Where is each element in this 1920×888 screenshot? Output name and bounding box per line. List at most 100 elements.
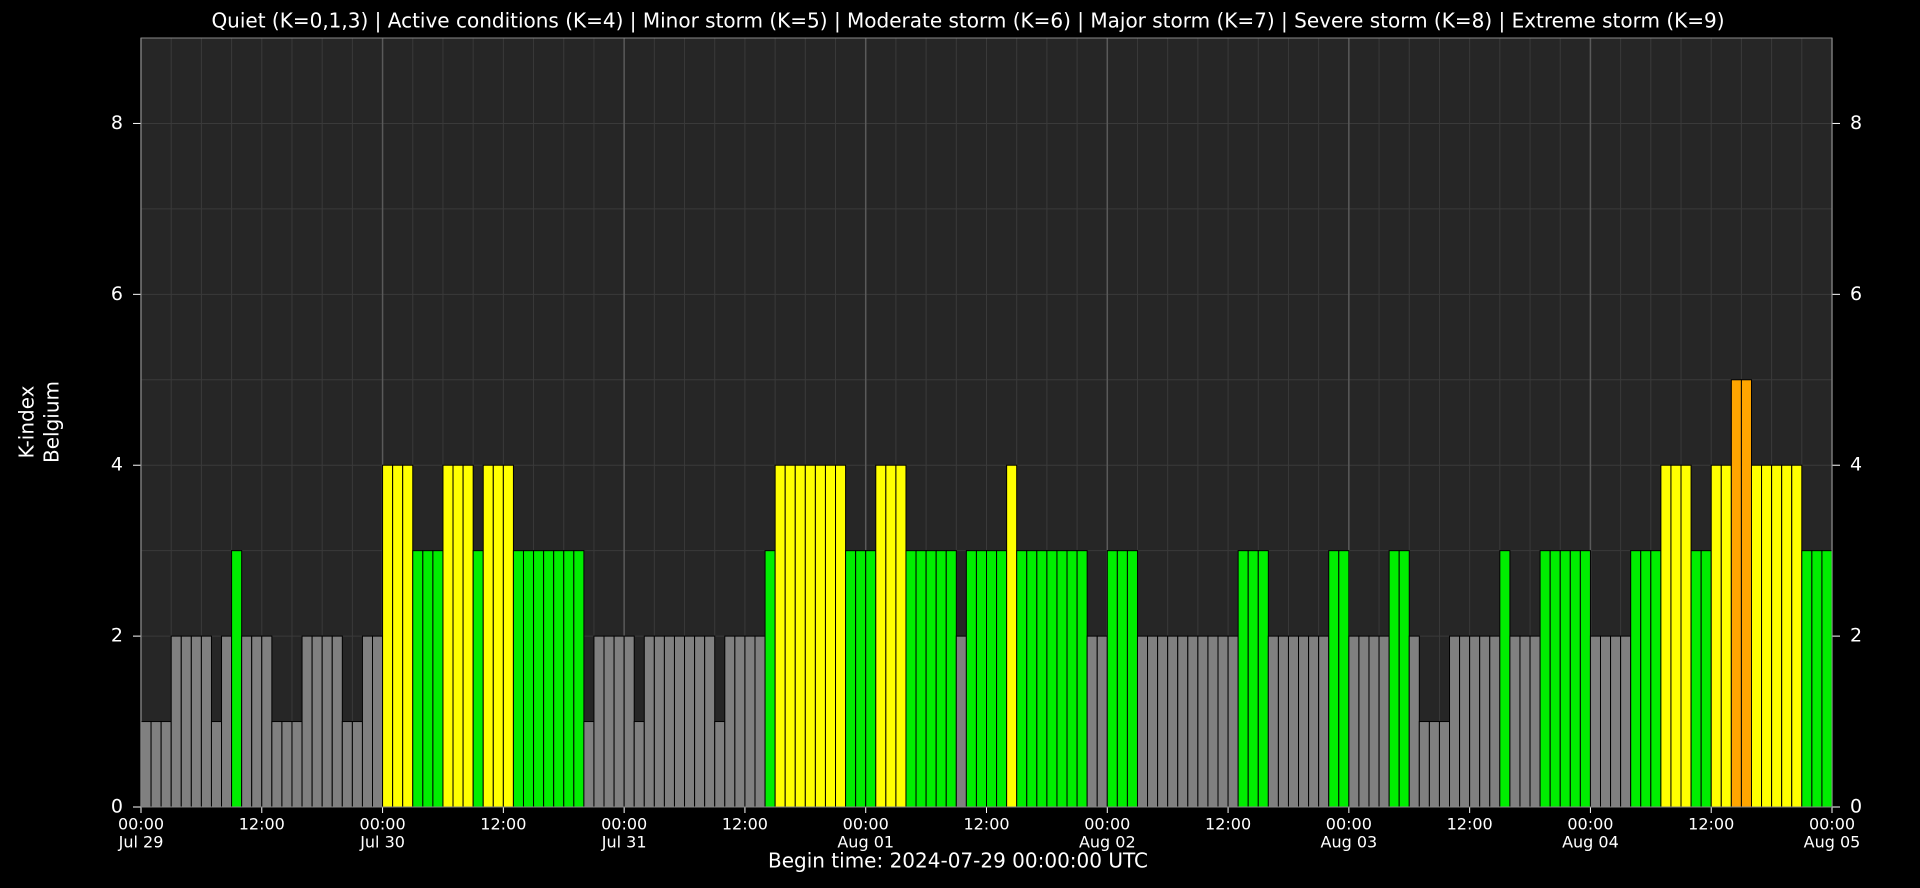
y-tick-label: 0 xyxy=(111,796,123,818)
x-tick-date: Jul 30 xyxy=(359,833,405,852)
y-tick-label: 8 xyxy=(111,112,123,134)
bar xyxy=(1781,464,1793,808)
bar xyxy=(1227,635,1239,808)
bar xyxy=(895,464,907,808)
bar xyxy=(1660,464,1672,808)
bar xyxy=(1529,635,1541,808)
bar xyxy=(251,635,263,808)
bar xyxy=(824,464,837,808)
bar xyxy=(754,635,766,808)
x-tick-date: Aug 02 xyxy=(1079,833,1136,852)
bar xyxy=(764,550,776,808)
bar xyxy=(613,635,625,808)
bar xyxy=(261,635,273,808)
bar xyxy=(1046,550,1058,808)
bar xyxy=(563,550,575,808)
bar xyxy=(291,721,303,808)
bar xyxy=(1086,635,1098,808)
bar xyxy=(1167,635,1179,808)
bar xyxy=(502,464,514,808)
bar xyxy=(794,464,806,808)
bar xyxy=(593,635,605,808)
bar xyxy=(1187,635,1199,808)
bar xyxy=(543,550,555,808)
bar xyxy=(633,721,645,808)
bar xyxy=(684,635,696,808)
bar xyxy=(784,464,796,808)
bar xyxy=(714,721,726,808)
bar xyxy=(1207,635,1219,808)
x-tick-label: 12:00 xyxy=(963,815,1009,834)
bar xyxy=(180,635,192,808)
bar xyxy=(1418,721,1430,808)
bar xyxy=(1479,635,1491,808)
bar xyxy=(422,550,434,808)
bar xyxy=(1157,635,1169,808)
bar xyxy=(1630,550,1642,808)
bar xyxy=(1519,635,1531,808)
x-tick-label: 00:00 xyxy=(118,815,164,834)
bar xyxy=(1076,550,1088,808)
x-tick-label: 00:00 xyxy=(843,815,889,834)
bar xyxy=(1620,635,1632,808)
x-tick-label: 00:00 xyxy=(1326,815,1372,834)
bar xyxy=(160,721,172,808)
bar xyxy=(1116,550,1128,808)
x-tick-date: Jul 29 xyxy=(118,833,164,852)
bar xyxy=(1569,550,1581,808)
bar xyxy=(1821,550,1833,808)
bar xyxy=(1257,550,1269,808)
bar xyxy=(1177,635,1189,808)
bar xyxy=(311,635,323,808)
bar xyxy=(925,550,937,808)
bar xyxy=(643,635,655,808)
bar xyxy=(1277,635,1289,808)
bar xyxy=(1006,464,1018,808)
bar xyxy=(1308,635,1320,808)
bar xyxy=(402,464,414,808)
bar xyxy=(522,550,535,808)
x-tick-label: 12:00 xyxy=(1447,815,1493,834)
bar xyxy=(945,550,957,808)
bar xyxy=(673,635,686,808)
bar xyxy=(1036,550,1048,808)
plot-frame xyxy=(140,37,1833,808)
bar xyxy=(885,464,897,808)
chart-title: Quiet (K=0,1,3) | Active conditions (K=4… xyxy=(211,9,1724,33)
bar xyxy=(150,721,162,808)
bar xyxy=(875,464,887,808)
x-axis-label: Begin time: 2024-07-29 00:00:00 UTC xyxy=(768,849,1148,873)
bar xyxy=(1287,635,1300,808)
bar xyxy=(583,721,595,808)
bar xyxy=(1147,635,1159,808)
bar xyxy=(996,550,1008,808)
bar xyxy=(533,550,545,808)
bar xyxy=(452,464,464,808)
bar xyxy=(1388,550,1400,808)
bar xyxy=(1398,550,1410,808)
bar xyxy=(653,635,665,808)
bar xyxy=(482,464,494,808)
bar xyxy=(1318,635,1330,808)
y-tick-label: 4 xyxy=(111,454,123,476)
bar xyxy=(1358,635,1370,808)
bar xyxy=(814,464,826,808)
bar xyxy=(573,550,585,808)
bar xyxy=(1106,550,1118,808)
bar xyxy=(221,635,233,808)
bar xyxy=(1368,635,1380,808)
bar xyxy=(1489,635,1501,808)
bar xyxy=(1237,550,1249,808)
x-tick-label: 00:00 xyxy=(1809,815,1855,834)
bar xyxy=(1378,635,1390,808)
bar xyxy=(955,635,967,808)
bar xyxy=(935,550,947,808)
bar xyxy=(1610,635,1622,808)
x-tick-label: 12:00 xyxy=(480,815,526,834)
y-tick-label: 2 xyxy=(111,625,123,647)
bar xyxy=(975,550,987,808)
bar xyxy=(1197,635,1209,808)
bar xyxy=(1750,464,1763,808)
bar xyxy=(1579,550,1591,808)
